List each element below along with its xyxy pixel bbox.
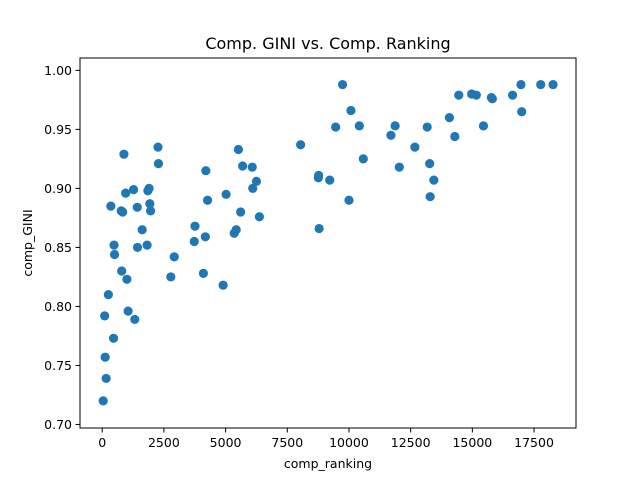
data-point [325, 175, 335, 185]
data-point [314, 170, 324, 181]
data-point [386, 130, 396, 140]
data-point [236, 207, 246, 217]
data-point [331, 122, 341, 132]
x-tick-label: 7500 [271, 435, 303, 450]
data-point [344, 195, 354, 205]
x-axis-label: comp_ranking [284, 456, 372, 471]
data-point [444, 113, 455, 123]
data-point [410, 142, 420, 152]
x-tick-label: 12500 [391, 435, 431, 450]
x-tick-label: 2500 [148, 435, 180, 450]
data-point [238, 161, 248, 171]
data-point [354, 121, 364, 131]
data-point [189, 236, 199, 247]
x-tick-label: 5000 [210, 435, 242, 450]
data-point [218, 280, 228, 290]
data-point [487, 94, 497, 104]
data-point [248, 183, 258, 194]
data-point [117, 266, 127, 276]
points-layer [98, 79, 558, 406]
data-point [429, 175, 439, 185]
data-point [144, 183, 154, 194]
data-point [394, 162, 404, 172]
y-tick-label: 0.85 [44, 240, 72, 255]
data-point [422, 122, 432, 132]
data-point [231, 225, 241, 235]
data-point [200, 232, 210, 242]
data-point [109, 249, 120, 260]
data-point [201, 166, 211, 176]
data-point [145, 199, 155, 209]
x-tick-label: 0 [98, 435, 106, 450]
data-point [169, 252, 179, 262]
data-point [166, 272, 176, 282]
data-point [130, 314, 140, 325]
data-point [100, 311, 110, 321]
data-point [425, 159, 435, 169]
y-tick-label: 0.95 [44, 122, 72, 137]
data-point [101, 373, 111, 384]
data-point [153, 159, 164, 169]
y-axis-label: comp_GINI [20, 209, 35, 276]
data-point [137, 225, 147, 235]
data-point [251, 176, 262, 186]
x-axis-ticks: 0 2500 5000 7500 10000 12500 15000 17500 [98, 428, 554, 450]
data-point [109, 240, 119, 250]
data-point [122, 274, 132, 284]
data-point [516, 79, 526, 90]
y-tick-label: 0.80 [44, 299, 72, 314]
chart-title: Comp. GINI vs. Comp. Ranking [205, 34, 450, 53]
plot-frame [79, 57, 577, 429]
data-point [548, 79, 558, 90]
data-point [337, 79, 348, 90]
data-point [128, 184, 139, 195]
y-axis-ticks: 0.70 0.75 0.80 0.85 0.90 0.95 1.00 [44, 63, 80, 432]
data-point [118, 207, 128, 217]
data-point [108, 333, 119, 343]
data-point [233, 144, 244, 155]
data-point [247, 162, 257, 172]
data-point [314, 223, 324, 234]
data-point [103, 290, 113, 300]
data-point [98, 396, 108, 406]
x-tick-label: 17500 [514, 435, 554, 450]
data-point [145, 206, 156, 216]
data-point [132, 202, 142, 212]
data-point [346, 105, 356, 116]
data-point [454, 90, 464, 100]
data-point [142, 240, 152, 250]
data-point [450, 131, 460, 142]
data-point [119, 149, 129, 159]
data-point [123, 306, 133, 316]
y-tick-label: 0.75 [44, 358, 72, 373]
x-tick-label: 15000 [452, 435, 492, 450]
data-point [202, 195, 213, 205]
data-point [517, 107, 527, 117]
data-point [390, 121, 400, 131]
data-point [478, 121, 489, 131]
data-point [296, 140, 306, 150]
data-point [221, 189, 231, 199]
data-point [425, 192, 435, 202]
y-tick-label: 1.00 [44, 63, 72, 78]
y-tick-label: 0.90 [44, 181, 72, 196]
data-point [132, 242, 143, 253]
data-point [471, 90, 481, 100]
x-tick-label: 10000 [329, 435, 369, 450]
data-point [153, 142, 163, 152]
data-point [198, 268, 208, 278]
data-point [106, 201, 116, 211]
data-point [358, 154, 368, 164]
data-point [507, 90, 518, 100]
data-point [100, 352, 110, 362]
y-tick-label: 0.70 [44, 417, 72, 432]
data-point [121, 188, 131, 198]
data-point [536, 79, 546, 90]
data-point [190, 221, 200, 231]
data-point [254, 212, 264, 222]
